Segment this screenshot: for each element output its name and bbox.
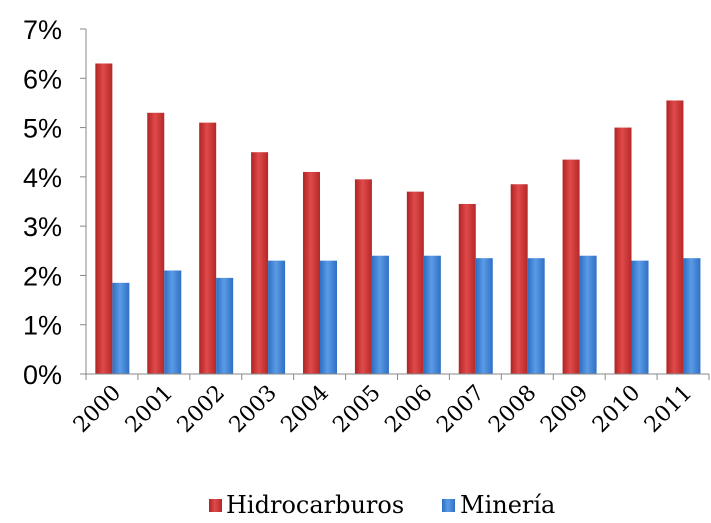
x-tick-label: 2009 (536, 381, 593, 438)
bar-mineria-2005 (371, 255, 389, 374)
axes (85, 29, 710, 380)
bar-hidrocarburos-2000 (95, 63, 113, 374)
x-tick-label: 2004 (277, 381, 334, 438)
bar-mineria-2000 (112, 282, 130, 374)
x-tick-label: 2000 (69, 381, 126, 438)
bar-mineria-2011 (683, 258, 701, 374)
legend-label-hidrocarburos: Hidrocarburos (226, 491, 404, 519)
x-tick-label: 2007 (432, 381, 489, 438)
bars (95, 63, 701, 375)
x-tick-label: 2003 (225, 381, 282, 438)
bar-mineria-2006 (423, 255, 441, 374)
bar-hidrocarburos-2010 (614, 127, 632, 374)
y-tick-label: 2% (23, 261, 62, 291)
bar-hidrocarburos-2009 (562, 159, 580, 374)
y-axis-ticks: 0% 1% 2% 3% 4% 5% 6% 7% (23, 15, 86, 390)
x-tick-label: 2011 (640, 381, 697, 438)
y-tick-label: 6% (23, 64, 62, 94)
legend-label-mineria: Minería (460, 491, 555, 519)
bar-mineria-2009 (579, 255, 597, 374)
bar-mineria-2002 (216, 277, 234, 374)
legend-swatch-mineria (442, 499, 455, 512)
bar-hidrocarburos-2007 (458, 203, 476, 374)
bar-hidrocarburos-2003 (251, 152, 269, 374)
y-tick-label: 5% (23, 114, 62, 144)
legend: Hidrocarburos Minería (209, 491, 555, 519)
x-tick-label: 2002 (173, 381, 230, 438)
bar-mineria-2010 (631, 260, 649, 374)
bar-mineria-2004 (320, 260, 338, 374)
x-tick-label: 2010 (588, 381, 645, 438)
y-tick-label: 0% (23, 360, 62, 390)
bar-mineria-2007 (475, 258, 493, 374)
x-tick-label: 2005 (329, 381, 386, 438)
legend-swatch-hidrocarburos (209, 499, 222, 512)
bar-hidrocarburos-2006 (406, 191, 424, 374)
bar-mineria-2003 (268, 260, 286, 374)
x-tick-label: 2006 (380, 381, 437, 438)
x-axis-ticks: 2000200120022003200420052006200720082009… (69, 381, 697, 438)
bar-mineria-2008 (527, 258, 545, 374)
bar-hidrocarburos-2002 (199, 122, 217, 375)
y-tick-label: 4% (23, 163, 62, 193)
bar-hidrocarburos-2001 (147, 112, 165, 375)
bar-hidrocarburos-2005 (354, 179, 372, 374)
y-tick-label: 7% (23, 15, 62, 45)
bar-hidrocarburos-2004 (303, 171, 321, 374)
y-tick-label: 1% (23, 311, 62, 341)
bar-hidrocarburos-2011 (666, 100, 684, 374)
bar-mineria-2001 (164, 270, 182, 374)
x-tick-label: 2008 (484, 381, 541, 438)
bar-hidrocarburos-2008 (510, 184, 528, 374)
y-tick-label: 3% (23, 212, 62, 242)
x-tick-label: 2001 (121, 381, 178, 438)
